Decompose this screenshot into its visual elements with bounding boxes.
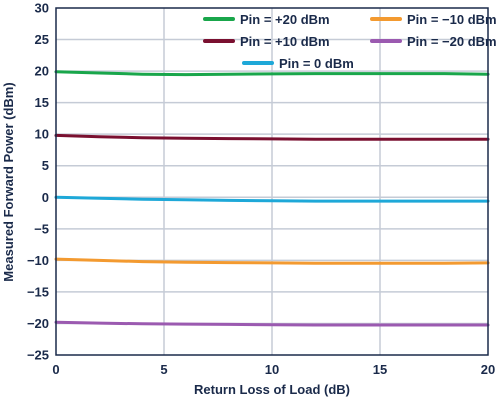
x-axis-title: Return Loss of Load (dB): [194, 382, 350, 397]
legend: Pin = +20 dBm Pin = −10 dBm Pin = +10 dBm P…: [203, 12, 497, 71]
series-line: [54, 195, 490, 203]
plot-border: [55, 7, 489, 356]
legend-label: Pin = −20 dBm: [407, 34, 497, 49]
y-tick-labels: 30 25 20 15 10 5 0 −5 −10 −15 −20 −25: [27, 1, 49, 363]
y-axis-title: Measured Forward Power (dBm): [1, 82, 16, 281]
y-tick-label: −10: [27, 253, 49, 268]
series-lines: [54, 70, 490, 327]
legend-label: Pin = +10 dBm: [240, 34, 330, 49]
y-tick-label: −25: [27, 348, 49, 363]
y-tick-label: 10: [35, 127, 49, 142]
legend-label: Pin = −10 dBm: [407, 12, 497, 27]
y-tick-label: 30: [35, 1, 49, 16]
x-tick-label: 20: [481, 362, 495, 377]
series-line: [54, 70, 490, 77]
y-tick-label: 20: [35, 64, 49, 79]
y-tick-label: 5: [42, 158, 49, 173]
series-line: [54, 257, 490, 265]
series-line: [54, 320, 490, 327]
y-tick-label: −15: [27, 284, 49, 299]
x-tick-label: 15: [373, 362, 387, 377]
y-tick-label: −20: [27, 316, 49, 331]
x-tick-label: 10: [265, 362, 279, 377]
y-tick-label: 0: [42, 190, 49, 205]
x-tick-label: 0: [52, 362, 59, 377]
y-tick-label: −5: [34, 221, 49, 236]
series-line: [54, 133, 490, 141]
legend-label: Pin = +20 dBm: [240, 12, 330, 27]
x-tick-labels: 0 5 10 15 20: [52, 362, 495, 377]
legend-label: Pin = 0 dBm: [279, 56, 354, 71]
y-tick-label: 15: [35, 95, 49, 110]
x-tick-label: 5: [160, 362, 167, 377]
y-tick-label: 25: [35, 32, 49, 47]
